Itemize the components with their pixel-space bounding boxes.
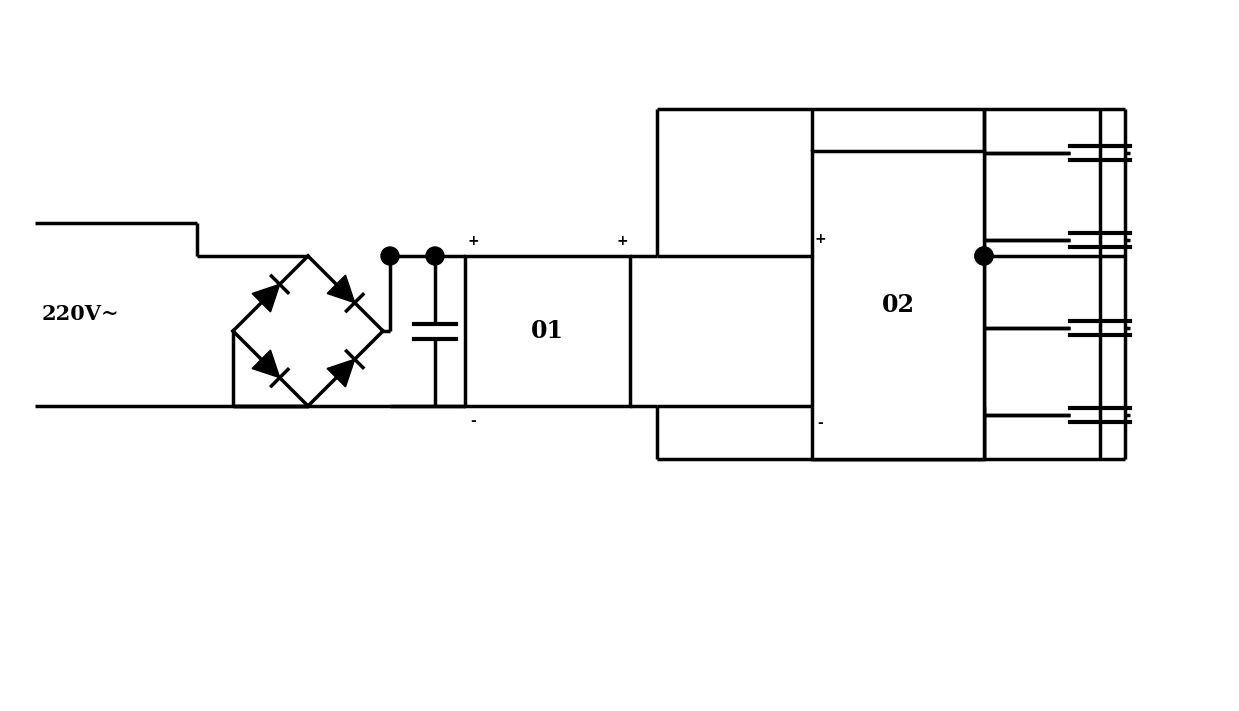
Bar — [465, 256, 629, 406]
Polygon shape — [252, 350, 280, 378]
Text: +: + — [616, 234, 628, 248]
Polygon shape — [327, 275, 354, 303]
Text: -: - — [818, 416, 823, 430]
Polygon shape — [252, 284, 280, 312]
Polygon shape — [327, 359, 354, 387]
Text: 02: 02 — [881, 293, 914, 317]
Circle shape — [975, 247, 992, 265]
Text: +: + — [467, 234, 478, 248]
Text: +: + — [814, 232, 826, 246]
Circle shape — [426, 247, 444, 265]
Text: 220V~: 220V~ — [42, 304, 120, 324]
Circle shape — [382, 247, 399, 265]
Text: 01: 01 — [532, 319, 564, 343]
Bar — [812, 151, 984, 459]
Circle shape — [975, 247, 992, 265]
Text: -: - — [470, 414, 476, 428]
